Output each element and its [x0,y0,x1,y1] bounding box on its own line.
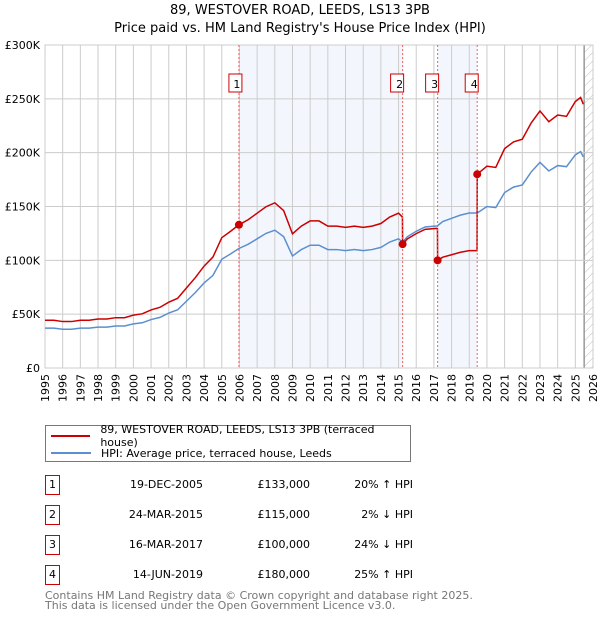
x-tick-label: 1997 [74,374,87,402]
y-tick-label: £150K [5,201,41,214]
y-tick-label: £250K [5,93,41,106]
sale-marker-box [464,73,479,93]
x-tick-label: 2001 [145,374,158,402]
sale-marker-box [228,73,243,93]
sale-price: £100,000 [257,538,311,551]
x-tick-label: 1998 [92,374,105,402]
sale-marker-label: 1 [233,78,240,91]
sale-hpi-diff: 20% ↑ HPI [354,478,413,491]
legend-label-hpi: HPI: Average price, terraced house, Leed… [101,446,332,460]
x-tick-label: 2017 [428,374,441,402]
x-tick-label: 2025 [569,374,582,402]
sale-marker-number: 4 [45,565,60,585]
sale-hpi-diff: 24% ↓ HPI [354,538,413,551]
sale-date: 19-DEC-2005 [129,478,203,491]
x-tick-label: 2005 [216,374,229,402]
x-tick-label: 2009 [286,374,299,402]
y-tick-label: £200K [5,147,41,160]
x-tick-label: 2024 [552,374,565,402]
sale-row: 4 14-JUN-2019 £180,000 25% ↑ HPI [45,565,445,585]
sale-price: £115,000 [257,508,311,521]
x-tick-label: 2019 [463,374,476,402]
legend-swatch-hpi [51,452,91,454]
sale-point [473,170,482,179]
sale-point [234,220,243,229]
sale-date: 24-MAR-2015 [128,508,203,521]
price-paid-line [45,96,584,323]
y-tick-label: £0 [26,362,40,375]
sale-row: 1 19-DEC-2005 £133,000 20% ↑ HPI [45,475,445,495]
price-chart: 1995 1996 1997 1998 1999 2000 2001 2002 2003 2004… [5,39,600,402]
hpi-line [45,150,584,330]
sale-marker-number: 1 [45,475,60,495]
sale-marker-label: 4 [471,78,478,91]
x-tick-label: 2023 [534,374,547,402]
x-tick-label: 2015 [393,374,406,402]
y-tick-label: £300K [5,39,41,52]
sale-point [398,240,407,249]
sale-hpi-diff: 2% ↓ HPI [361,508,413,521]
x-tick-label: 2002 [163,374,176,402]
chart-subtitle: Price paid vs. HM Land Registry's House … [114,21,486,36]
sale-price: £180,000 [257,568,311,581]
x-tick-label: 2014 [375,374,388,402]
x-tick-label: 2006 [233,374,246,402]
plot-frame [44,44,594,369]
x-tick-label: 2013 [357,374,370,402]
sale-marker-number: 3 [45,535,60,555]
sale-row: 3 16-MAR-2017 £100,000 24% ↓ HPI [45,535,445,555]
legend: 89, WESTOVER ROAD, LEEDS, LS13 3PB (terr… [45,423,411,462]
x-tick-label: 2020 [481,374,494,402]
sale-hpi-diff: 25% ↑ HPI [354,568,413,581]
x-tick-label: 1999 [110,374,123,402]
sale-point [433,256,442,265]
sale-price: £133,000 [257,478,311,491]
sale-date: 16-MAR-2017 [128,538,203,551]
x-tick-label: 2000 [127,374,140,402]
x-tick-label: 2021 [499,374,512,402]
x-tick-label: 2003 [180,374,193,402]
footer-copyright: Contains HM Land Registry data © Crown c… [45,589,473,602]
sale-marker-box [390,73,405,93]
y-tick-label: £100K [5,254,41,267]
x-tick-label: 2008 [269,374,282,402]
sale-date: 14-JUN-2019 [132,568,203,581]
x-tick-label: 2007 [251,374,264,402]
x-tick-label: 1995 [39,374,52,402]
y-tick-label: £50K [12,308,41,321]
footer-licence: This data is licensed under the Open Gov… [45,599,396,612]
legend-label-price: 89, WESTOVER ROAD, LEEDS, LS13 3PB (terr… [100,423,375,449]
sale-marker-box [425,73,440,93]
x-tick-label: 2011 [322,374,335,402]
x-tick-label: 2016 [410,374,423,402]
x-tick-label: 1996 [57,374,70,402]
x-tick-label: 2010 [304,374,317,402]
footer: Contains HM Land Registry data © Crown c… [45,589,473,612]
sale-marker-number: 2 [45,505,60,525]
x-tick-label: 2026 [587,374,600,402]
x-tick-label: 2004 [198,374,211,402]
x-tick-label: 2012 [340,374,353,402]
chart-title: 89, WESTOVER ROAD, LEEDS, LS13 3PB [170,3,430,18]
x-tick-label: 2018 [446,374,459,402]
sale-marker-label: 2 [396,78,403,91]
sale-marker-label: 3 [431,78,438,91]
x-tick-label: 2022 [516,374,529,402]
sale-row: 2 24-MAR-2015 £115,000 2% ↓ HPI [45,505,445,525]
legend-swatch-price [51,435,91,437]
